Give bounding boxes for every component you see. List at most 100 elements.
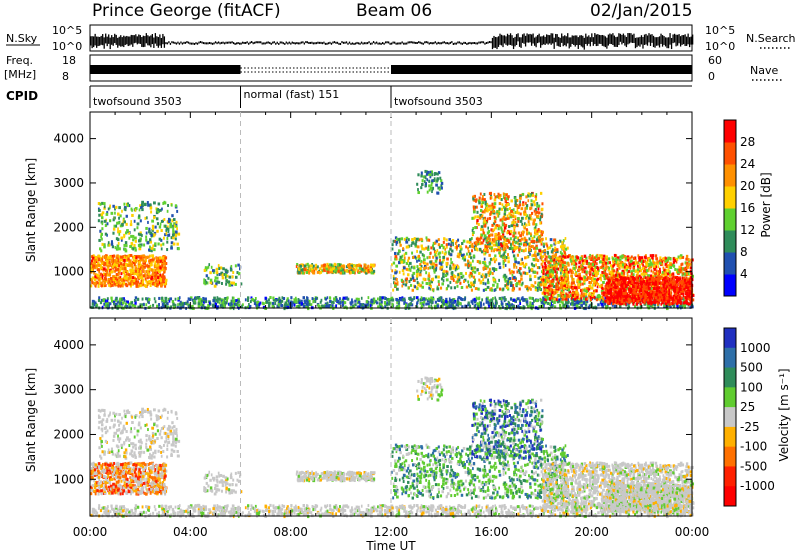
power-cell — [297, 267, 300, 271]
power-cell — [119, 281, 122, 285]
power-cell — [500, 302, 504, 306]
power-cell — [155, 264, 158, 268]
power-cell — [431, 244, 435, 248]
power-cell — [277, 302, 280, 306]
nsky-sample — [139, 35, 141, 44]
power-cell — [526, 287, 529, 291]
power-cell — [540, 262, 543, 266]
power-cell — [580, 267, 583, 271]
power-cell — [188, 304, 191, 308]
power-cell — [123, 233, 126, 237]
power-cell — [433, 270, 436, 274]
nsky-sample — [561, 33, 563, 43]
power-cell — [553, 249, 557, 253]
power-cell — [538, 287, 541, 291]
nsky-sample — [502, 35, 504, 48]
nsky-sample — [273, 41, 275, 44]
power-cell — [316, 270, 320, 274]
power-cell — [680, 292, 683, 296]
power-cell — [357, 305, 361, 309]
power-cell — [137, 232, 141, 236]
power-cell — [232, 296, 235, 300]
power-cell — [529, 232, 532, 236]
nsky-sample — [169, 42, 172, 45]
power-cell — [249, 304, 252, 308]
nsky-sample — [535, 36, 537, 48]
power-cell — [543, 285, 545, 289]
power-cell — [147, 300, 149, 304]
power-cell — [446, 270, 449, 274]
power-cell — [483, 192, 486, 196]
power-cell — [172, 242, 176, 246]
power-cell — [486, 237, 489, 241]
power-cell — [156, 229, 159, 233]
nsky-sample — [300, 41, 302, 44]
power-cell — [475, 237, 479, 241]
power-cell — [494, 288, 497, 292]
power-cell — [122, 280, 126, 284]
power-cell — [372, 269, 376, 273]
power-cell — [510, 281, 513, 285]
power-cell — [326, 296, 329, 300]
power-cell — [201, 303, 205, 307]
power-cell — [131, 208, 133, 212]
power-cell — [498, 207, 501, 211]
power-cell — [497, 192, 500, 196]
power-cell — [114, 302, 118, 306]
power-cell — [292, 301, 295, 305]
nsky-sample — [431, 42, 433, 45]
power-cell — [160, 243, 163, 247]
power-cell — [340, 267, 343, 271]
power-cell — [539, 281, 542, 285]
power-cell — [164, 304, 168, 308]
power-cell — [498, 278, 500, 282]
power-cell — [164, 224, 167, 228]
power-cell — [524, 249, 527, 253]
power-cell — [271, 304, 274, 308]
power-cell — [511, 288, 515, 292]
power-cell — [158, 282, 162, 286]
power-cell — [472, 298, 475, 302]
power-cell — [117, 300, 119, 304]
power-cell — [398, 249, 401, 253]
nsky-sample — [386, 41, 388, 44]
nsky-sample — [317, 41, 319, 44]
power-cell — [511, 221, 514, 225]
power-cell — [298, 265, 300, 269]
power-cell — [121, 284, 124, 288]
power-cell — [113, 261, 116, 265]
nsky-sample — [360, 41, 363, 44]
power-cell — [122, 255, 125, 259]
nsky-sample — [118, 36, 120, 46]
power-cell — [90, 278, 93, 282]
power-cell — [110, 260, 114, 264]
power-cell — [334, 269, 336, 273]
power-cell — [437, 280, 440, 284]
power-cell — [373, 297, 376, 301]
power-cell — [484, 208, 487, 212]
power-cell — [425, 236, 428, 240]
power-cell — [402, 247, 405, 251]
power-cell — [541, 275, 544, 279]
power-cell — [128, 260, 131, 264]
power-cell — [488, 253, 491, 257]
power-cell — [91, 302, 94, 306]
power-cell — [481, 201, 485, 205]
nsky-tick-top: 10^5 — [52, 24, 82, 37]
power-cell — [563, 244, 566, 248]
power-cell — [224, 301, 227, 305]
power-cell — [512, 305, 516, 309]
power-cell — [138, 265, 140, 269]
power-cell — [397, 304, 401, 308]
power-cell — [319, 267, 322, 271]
power-cell — [497, 241, 500, 245]
power-cell — [630, 262, 633, 266]
power-cell — [534, 281, 537, 285]
power-cell — [158, 270, 161, 274]
power-cell — [517, 217, 520, 221]
power-cell — [107, 260, 111, 264]
power-cell — [161, 283, 164, 287]
nsky-sample — [381, 42, 384, 45]
power-cell — [499, 235, 503, 239]
power-cell — [167, 217, 170, 221]
